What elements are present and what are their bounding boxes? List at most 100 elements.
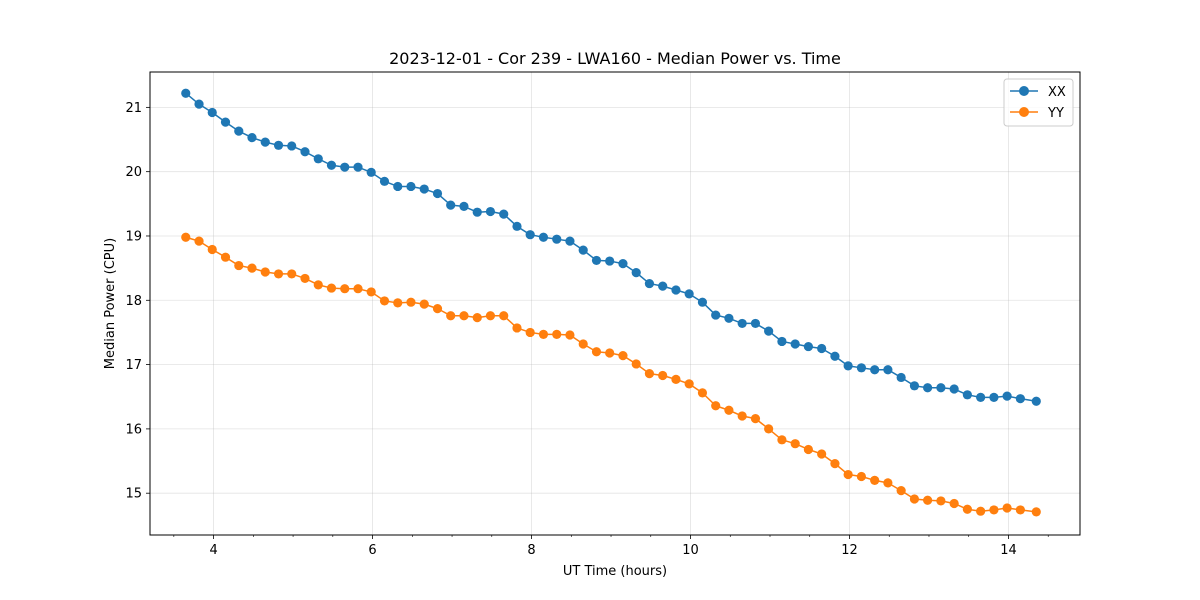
y-tick-label: 16 <box>125 422 142 437</box>
data-point-xx <box>949 384 959 394</box>
x-tick-label: 14 <box>1000 543 1017 558</box>
data-point-xx <box>684 289 694 299</box>
data-point-xx <box>1002 391 1012 401</box>
data-point-xx <box>870 365 880 375</box>
data-point-xx <box>207 107 217 118</box>
legend-label-yy: YY <box>1047 106 1064 121</box>
data-point-xx <box>353 162 363 172</box>
data-point-xx <box>393 181 403 192</box>
data-point-yy <box>379 296 390 306</box>
x-tick-label: 8 <box>527 543 535 558</box>
legend: XX YY <box>1003 78 1074 127</box>
data-point-yy <box>976 506 986 516</box>
data-point-xx <box>1015 394 1025 404</box>
data-point-yy <box>803 444 813 455</box>
data-point-xx <box>273 140 284 150</box>
data-point-yy <box>432 304 443 314</box>
data-point-xx <box>485 206 496 217</box>
data-point-xx <box>909 381 920 391</box>
data-point-yy <box>684 379 694 389</box>
data-point-yy <box>909 494 920 504</box>
data-point-xx <box>1031 396 1041 406</box>
data-point-xx <box>644 278 655 289</box>
data-point-yy <box>194 236 204 246</box>
data-point-xx <box>260 137 270 147</box>
x-tick-label: 10 <box>682 543 699 558</box>
data-point-xx <box>896 372 906 383</box>
data-point-xx <box>499 209 509 219</box>
data-point-xx <box>459 201 469 211</box>
data-point-yy <box>631 359 641 369</box>
data-point-yy <box>207 244 217 255</box>
data-point-xx <box>737 318 747 329</box>
data-point-xx <box>538 232 549 242</box>
y-tick-label: 17 <box>125 358 142 373</box>
data-point-yy <box>1002 503 1012 513</box>
data-point-xx <box>300 147 310 157</box>
data-point-xx <box>631 268 641 278</box>
data-point-yy <box>578 339 588 349</box>
data-point-yy <box>618 350 628 361</box>
data-point-yy <box>790 439 800 449</box>
data-point-xx <box>618 259 628 269</box>
data-point-yy <box>340 284 350 294</box>
data-point-yy <box>856 471 867 482</box>
y-tick-label: 15 <box>125 487 142 502</box>
data-point-yy <box>605 348 615 358</box>
data-point-yy <box>989 505 999 515</box>
data-point-xx <box>578 245 588 255</box>
y-tick-label: 19 <box>125 229 142 244</box>
data-point-yy <box>499 311 509 321</box>
data-point-yy <box>737 411 747 421</box>
grid-lines <box>150 72 1080 535</box>
y-axis-label: Median Power (CPU) <box>103 238 118 369</box>
data-point-xx <box>591 255 602 266</box>
data-point-yy <box>591 347 602 357</box>
data-point-yy <box>962 504 972 514</box>
legend-marker-xx <box>1019 86 1029 96</box>
plot-area-frame <box>149 71 1081 536</box>
x-tick-label: 12 <box>841 543 858 558</box>
data-point-yy <box>419 299 429 309</box>
data-point-xx <box>697 297 708 307</box>
data-point-yy <box>923 495 933 505</box>
x-axis-label: UT Time (hours) <box>563 564 667 579</box>
data-point-yy <box>724 405 734 415</box>
data-point-xx <box>446 200 456 210</box>
data-point-xx <box>711 310 721 320</box>
data-point-yy <box>472 313 482 323</box>
data-point-yy <box>220 252 231 262</box>
data-point-xx <box>724 313 734 323</box>
legend-marker-yy <box>1019 107 1029 117</box>
data-point-xx <box>764 326 774 336</box>
data-point-xx <box>790 339 800 349</box>
x-tick-label: 6 <box>368 543 376 558</box>
data-point-xx <box>923 383 933 393</box>
data-point-xx <box>777 336 787 347</box>
data-point-yy <box>393 298 403 308</box>
data-point-yy <box>711 401 721 411</box>
data-point-xx <box>326 160 337 170</box>
data-point-yy <box>512 323 522 333</box>
data-point-yy <box>353 284 363 294</box>
data-point-xx <box>525 230 535 240</box>
data-point-xx <box>856 363 867 373</box>
data-point-yy <box>326 283 337 293</box>
series-layer <box>181 88 1041 517</box>
data-point-yy <box>525 327 535 338</box>
data-point-xx <box>671 285 681 295</box>
data-point-yy <box>287 269 297 279</box>
data-point-yy <box>247 263 257 273</box>
data-point-xx <box>830 351 840 361</box>
data-point-yy <box>313 280 323 290</box>
data-point-xx <box>220 117 231 127</box>
data-point-yy <box>234 260 244 271</box>
data-point-yy <box>446 311 456 321</box>
data-point-xx <box>194 99 204 109</box>
legend-label-xx: XX <box>1048 85 1066 100</box>
data-point-yy <box>658 370 668 381</box>
axis-ticks: 4 6 8 10 12 14 15 16 17 18 19 20 21 <box>125 101 1049 558</box>
data-point-xx <box>565 236 575 246</box>
data-point-yy <box>764 424 774 434</box>
